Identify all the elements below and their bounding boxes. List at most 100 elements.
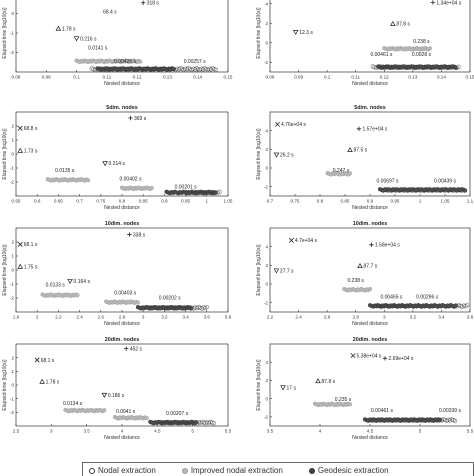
x-tick-label: 0.9 — [161, 199, 168, 204]
point-label: 87.5 s — [354, 148, 368, 154]
cluster-label: 0.00339 s — [439, 408, 461, 414]
x-tick-label: 1.05 — [224, 199, 233, 204]
x-tick-label: 3.6 — [467, 315, 474, 320]
y-tick-label: 0 — [265, 282, 268, 287]
x-tick-label: 3.4 — [182, 315, 189, 320]
point-label: 1.78 s — [46, 379, 60, 385]
x-tick-label: 0.13 — [163, 75, 172, 80]
x-tick-label: 4.5 — [367, 429, 374, 434]
legend-label: Nodal extraction — [98, 466, 156, 475]
chart-title: 10dim. nodes — [105, 221, 139, 227]
point-label: 12.3 s — [299, 30, 313, 36]
data-point-triangle-down — [292, 30, 299, 36]
cluster-point-nodal — [217, 189, 222, 194]
y-tick-label: 1 — [11, 138, 14, 143]
x-tick-label: 5.5 — [467, 429, 474, 434]
data-point-triangle-down — [101, 392, 108, 398]
cluster-point-improved — [347, 171, 353, 176]
cluster-label: 0.238 s — [348, 278, 365, 284]
x-axis-label: Nested distance — [352, 205, 388, 211]
cluster-point-improved — [144, 416, 149, 421]
data-point-x — [350, 353, 356, 359]
x-tick-label: 2.6 — [324, 315, 331, 320]
point-label: 87.8 s — [322, 379, 336, 385]
point-label: 87.8 s — [396, 22, 410, 28]
cluster-label: 0.247 s — [333, 168, 350, 174]
y-tick-label: 1 — [11, 254, 14, 259]
point-label: 68.1 s — [41, 358, 55, 364]
x-tick-label: 0.1 — [73, 75, 80, 80]
x-axis-label: Nested distance — [104, 435, 140, 441]
data-point-triangle-down — [280, 385, 286, 391]
point-label: 0.186 s — [108, 393, 125, 399]
y-axis-label: Elapsed time [log10(s)] — [2, 128, 8, 180]
y-tick-label: 1 — [11, 369, 14, 374]
legend-label: Geodesic extraction — [317, 466, 389, 475]
x-tick-label: 3 — [383, 315, 386, 320]
x-axis-label: Nested distance — [352, 321, 388, 327]
point-label: 27.7 s — [280, 268, 294, 274]
plot-area — [273, 121, 468, 193]
y-tick-label: 4 — [265, 244, 268, 249]
x-tick-label: 0.15 — [466, 75, 474, 80]
y-tick-label: -1 — [10, 282, 15, 287]
x-tick-label: 2.6 — [98, 315, 105, 320]
cluster-label: 0.00207 s — [166, 411, 188, 417]
y-axis-label: Elapsed time [log10(s)] — [256, 7, 262, 59]
x-tick-label: 2.2 — [267, 315, 274, 320]
point-label: 369 s — [134, 116, 147, 122]
x-tick-label: 3 — [142, 315, 145, 320]
point-label: 1.78 s — [62, 26, 76, 32]
point-label: 318 s — [147, 1, 160, 7]
cluster-label: 0.0134 s — [63, 401, 83, 407]
cluster-point-improved — [427, 46, 433, 51]
x-tick-label: 0.85 — [341, 199, 350, 204]
data-point-triangle-up — [55, 25, 62, 31]
data-point-triangle-up — [315, 378, 321, 384]
plot-area — [34, 346, 216, 426]
plot-frame — [269, 0, 471, 73]
y-tick-label: 0 — [265, 396, 268, 401]
x-tick-label: 0.85 — [139, 199, 148, 204]
cluster-point-improved — [75, 293, 80, 298]
y-tick-label: 2 — [265, 147, 268, 152]
data-point-x — [275, 121, 280, 127]
x-tick-label: 0.08 — [266, 75, 275, 80]
data-point-x — [17, 241, 23, 247]
plot-area — [273, 237, 470, 309]
point-label: 1.34e+04 s — [436, 0, 461, 6]
chart-panel-1: -2 -1 0 0.08 0.09 0.1 0.11 0.12 0.13 0.14 0.15 Nest… — [2, 0, 233, 87]
point-label: 0.216 s — [80, 36, 97, 42]
x-tick-label: 1 — [206, 199, 209, 204]
x-tick-label: 5 — [419, 429, 422, 434]
data-point-plus — [382, 356, 388, 361]
y-tick-label: -2 — [10, 410, 15, 415]
y-tick-label: 2 — [11, 124, 14, 129]
plot-frame — [269, 343, 471, 427]
chart-title: 5dim. nodes — [354, 105, 385, 111]
cluster-label: 0.0028 s — [412, 52, 432, 58]
data-point-x — [288, 237, 294, 243]
circle-gray-icon — [181, 467, 188, 474]
x-tick-label: 0.1 — [324, 75, 331, 80]
plot-frame — [269, 111, 471, 197]
plot-frame — [269, 227, 471, 313]
cluster-label: 0.00403 s — [114, 291, 136, 297]
chart-title: 10dim. nodes — [353, 221, 387, 227]
data-point-triangle-up — [357, 262, 363, 269]
x-tick-label: 0.75 — [96, 199, 105, 204]
chart-title: 20dim. nodes — [353, 337, 387, 343]
x-tick-label: 0.65 — [54, 199, 63, 204]
x-tick-label: 0.8 — [317, 199, 324, 204]
x-tick-label: 0.55 — [12, 199, 21, 204]
cluster-label: 0.00697 s — [377, 178, 399, 184]
cluster-label: 0.00201 s — [175, 184, 197, 190]
x-tick-label: 0.75 — [291, 199, 300, 204]
point-label: 1.58e+04 s — [375, 243, 400, 249]
point-label: 1.73 s — [24, 148, 38, 154]
cluster-point-nodal — [211, 421, 216, 426]
data-point-triangle-up — [347, 146, 353, 153]
data-point-plus — [124, 346, 129, 351]
plot-area — [292, 0, 461, 70]
plot-area — [17, 232, 209, 311]
